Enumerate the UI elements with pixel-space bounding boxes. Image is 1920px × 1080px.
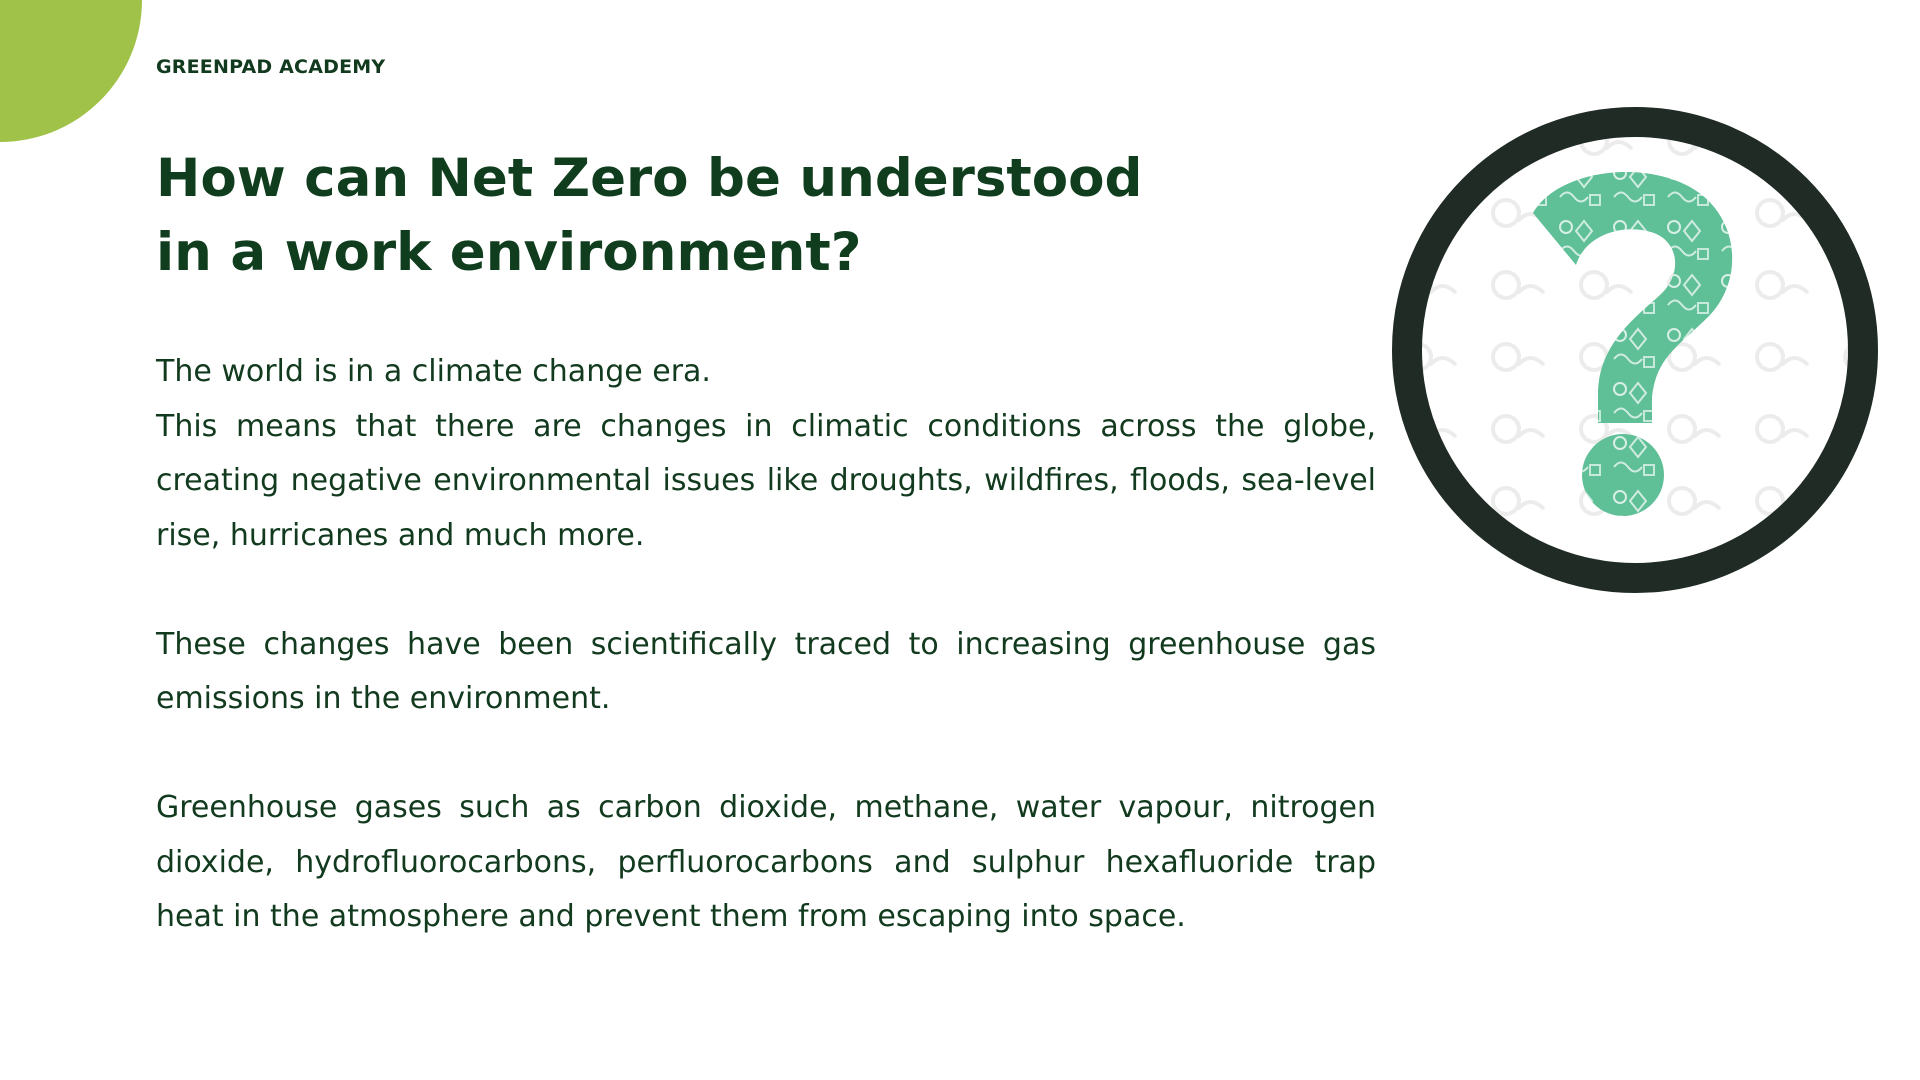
question-mark-icon xyxy=(1390,105,1880,595)
paragraph-2: These changes have been scientifically t… xyxy=(156,626,1376,717)
brand-name: GREENPAD ACADEMY xyxy=(156,56,386,78)
body-text: The world is in a climate change era. Th… xyxy=(156,345,1376,999)
question-mark-shape xyxy=(1533,172,1733,516)
slide-title: How can Net Zero be understood in a work… xyxy=(156,148,1143,283)
paragraph-1-body: This means that there are changes in cli… xyxy=(156,408,1376,553)
corner-decoration xyxy=(0,0,142,142)
paragraph-1: The world is in a climate change era. Th… xyxy=(156,345,1376,563)
paragraph-1-intro: The world is in a climate change era. xyxy=(156,354,711,389)
paragraph-3: Greenhouse gases such as carbon dioxide,… xyxy=(156,790,1376,934)
